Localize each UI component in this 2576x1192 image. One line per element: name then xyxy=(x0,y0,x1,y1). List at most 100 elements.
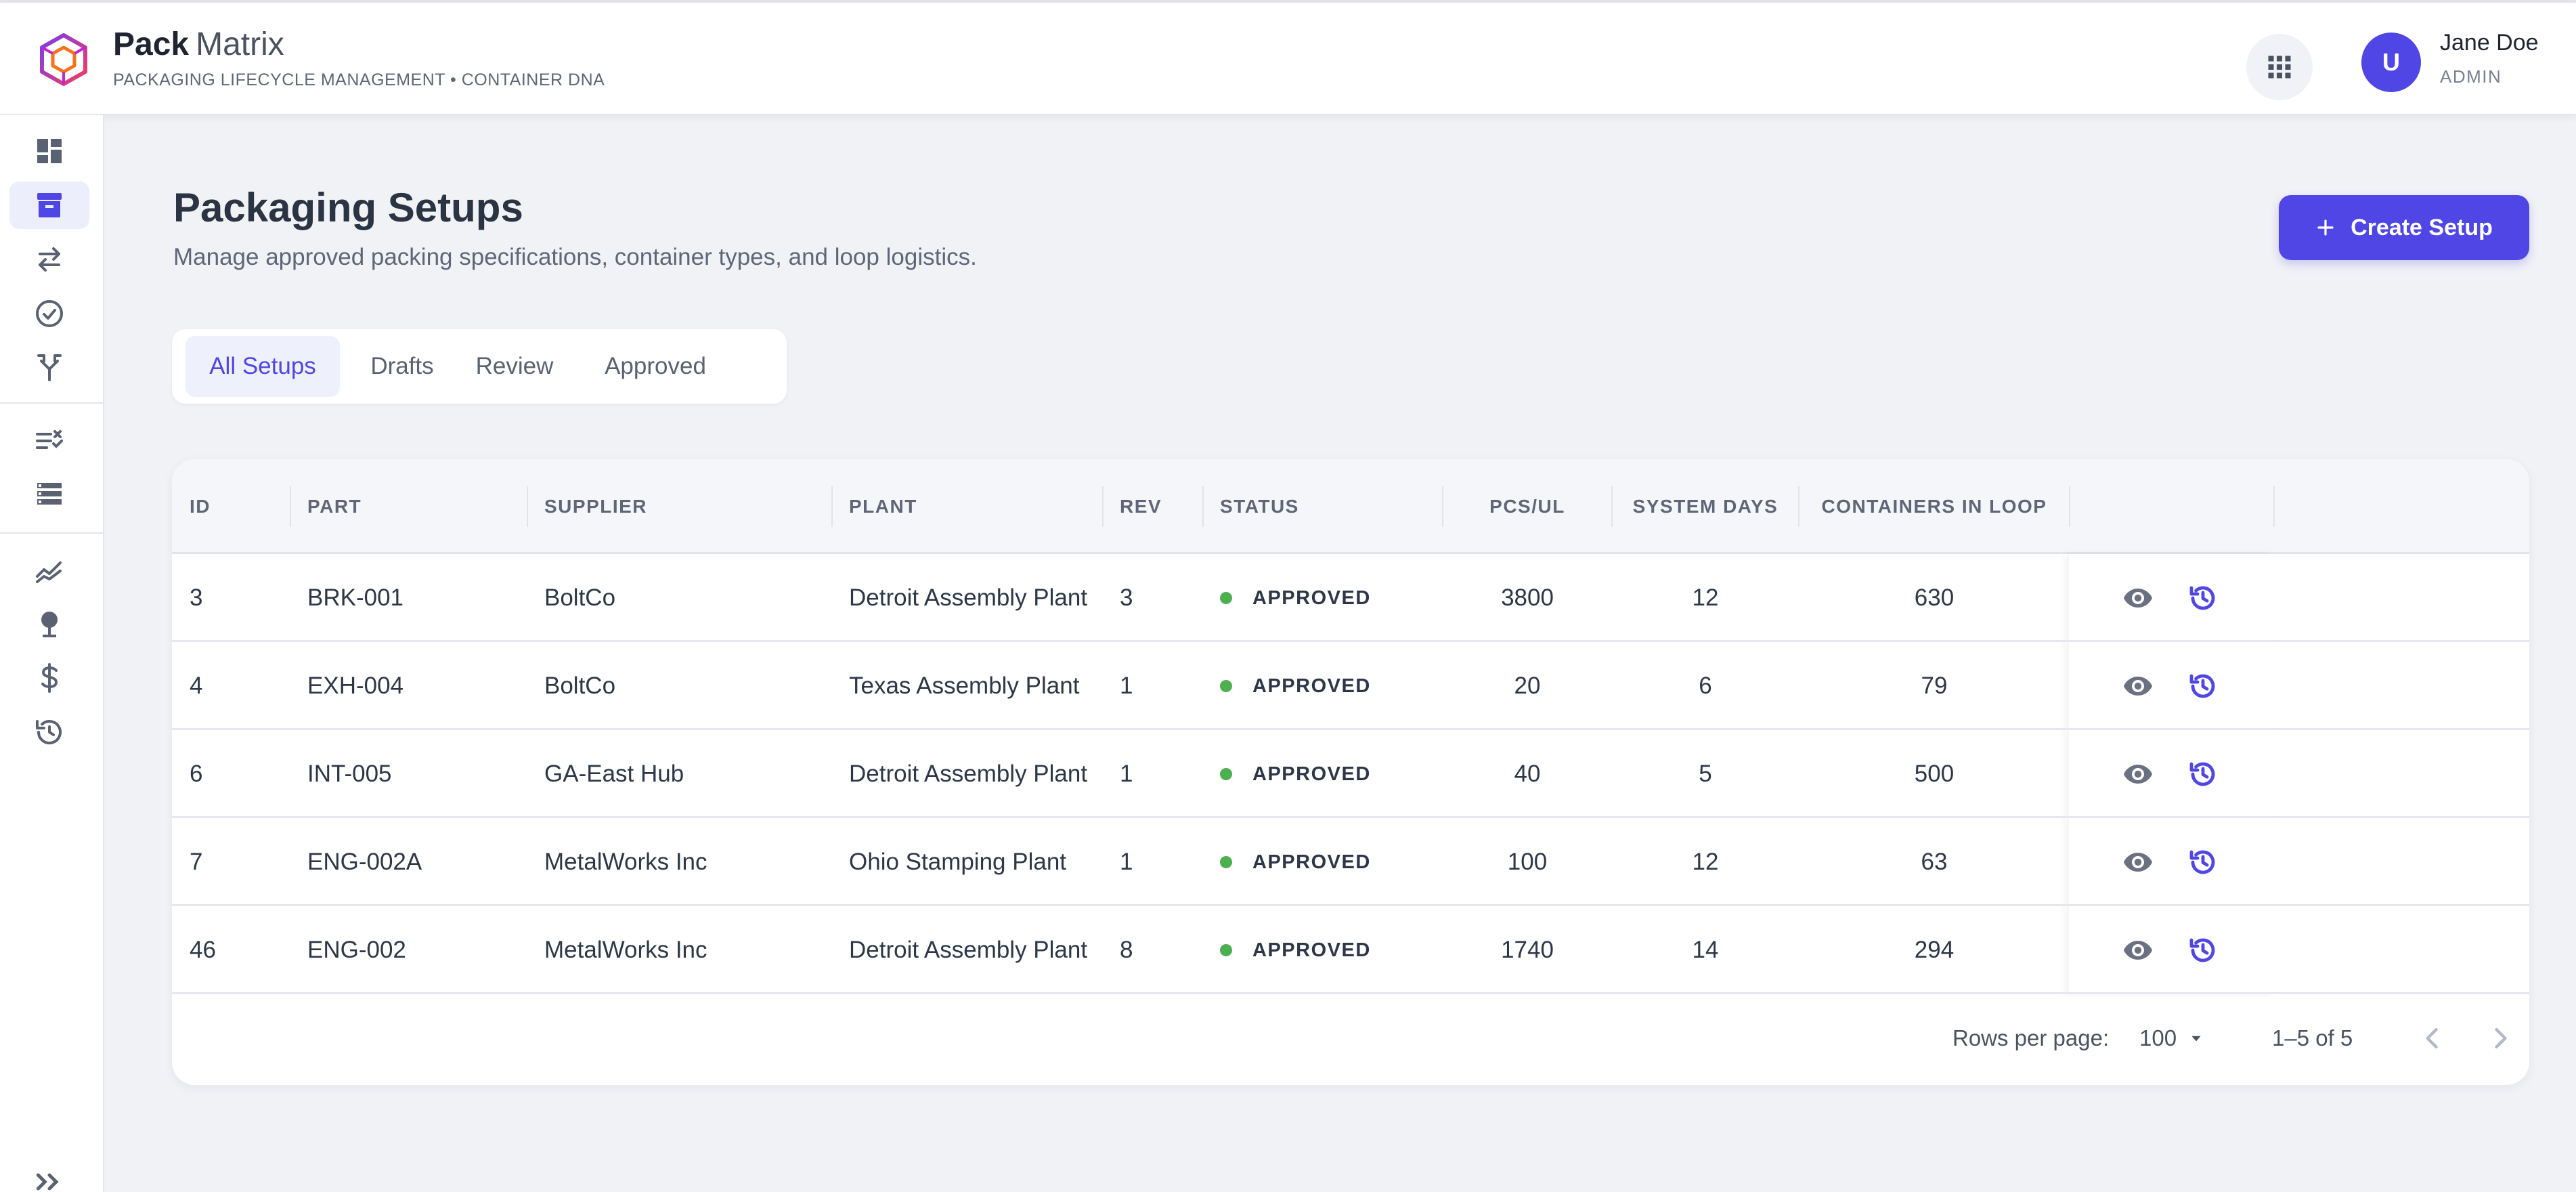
sidebar-item-checklists[interactable] xyxy=(9,416,89,463)
rows-per-page-value: 100 xyxy=(2139,1025,2177,1050)
cell-plant: Detroit Assembly Plant xyxy=(849,584,1088,611)
column-separator[interactable] xyxy=(1102,486,1104,527)
cell-containers-in-loop: 630 xyxy=(1914,584,1955,611)
column-header-id[interactable]: ID xyxy=(190,496,211,517)
table-header: ID PART SUPPLIER PLANT REV STATUS PCS/UL… xyxy=(172,459,2529,554)
sidebar-item-storage[interactable] xyxy=(9,470,89,517)
history-icon xyxy=(2189,938,2215,962)
cell-pcs-ul: 100 xyxy=(1507,849,1548,875)
cell-pcs-ul: 40 xyxy=(1514,761,1541,787)
column-separator[interactable] xyxy=(2069,486,2070,527)
previous-page-button[interactable] xyxy=(2409,1015,2456,1062)
brand-tagline: PACKAGING LIFECYCLE MANAGEMENT • CONTAIN… xyxy=(113,70,605,89)
sidebar-item-costs[interactable] xyxy=(9,654,89,702)
cell-part: INT-005 xyxy=(307,761,392,787)
column-header-containers-in-loop[interactable]: CONTAINERS IN LOOP xyxy=(1821,496,2047,517)
sidebar-item-routing[interactable] xyxy=(9,344,89,391)
cell-plant: Ohio Stamping Plant xyxy=(849,849,1067,875)
column-separator[interactable] xyxy=(527,486,528,527)
chevron-right-icon xyxy=(2495,1027,2507,1049)
table-row[interactable]: 46 ENG-002 MetalWorks Inc Detroit Assemb… xyxy=(172,906,2529,994)
dashboard-icon xyxy=(37,139,62,163)
history-button[interactable] xyxy=(2179,662,2227,710)
cell-pcs-ul: 3800 xyxy=(1501,584,1554,611)
tab-all-setups[interactable]: All Setups xyxy=(185,336,340,397)
column-separator[interactable] xyxy=(831,486,833,527)
dollar-icon xyxy=(41,663,58,693)
cell-rev: 1 xyxy=(1120,761,1133,787)
view-button[interactable] xyxy=(2114,574,2162,622)
pack-matrix-logo-icon[interactable] xyxy=(37,33,91,87)
cell-pcs-ul: 20 xyxy=(1514,673,1541,699)
sidebar-item-history[interactable] xyxy=(9,708,89,756)
create-setup-button[interactable]: Create Setup xyxy=(2279,195,2529,260)
column-header-rev[interactable]: REV xyxy=(1120,496,1162,517)
column-header-supplier[interactable]: SUPPLIER xyxy=(544,496,648,517)
page-title: Packaging Setups xyxy=(173,185,523,230)
table-row[interactable]: 4 EXH-004 BoltCo Texas Assembly Plant 1 … xyxy=(172,642,2529,730)
history-button[interactable] xyxy=(2179,926,2227,975)
cell-system-days: 6 xyxy=(1699,673,1712,699)
view-button[interactable] xyxy=(2114,750,2162,799)
tab-approved[interactable]: Approved xyxy=(605,353,706,379)
view-button[interactable] xyxy=(2114,838,2162,887)
status-badge: APPROVED xyxy=(1252,675,1371,697)
table-row[interactable]: 7 ENG-002A MetalWorks Inc Ohio Stamping … xyxy=(172,818,2529,906)
sidebar-item-transfers[interactable] xyxy=(9,236,89,283)
eye-icon xyxy=(2124,853,2152,872)
cell-id: 4 xyxy=(190,673,203,699)
rows-per-page-label: Rows per page: xyxy=(1952,1025,2110,1050)
column-header-part[interactable]: PART xyxy=(307,496,362,517)
column-separator[interactable] xyxy=(1442,486,1443,527)
history-icon xyxy=(2189,762,2215,786)
archive-box-icon xyxy=(37,193,62,217)
next-page-button[interactable] xyxy=(2476,1015,2524,1062)
eye-icon xyxy=(2124,677,2152,696)
view-button[interactable] xyxy=(2114,662,2162,710)
rows-per-page-select[interactable]: 100 xyxy=(2139,1025,2205,1051)
sidebar-item-locations[interactable] xyxy=(9,600,89,647)
tab-review[interactable]: Review xyxy=(475,353,554,379)
pagination-range: 1–5 of 5 xyxy=(2272,1025,2353,1050)
column-header-status[interactable]: STATUS xyxy=(1220,496,1299,517)
column-header-pcs-ul[interactable]: PCS/UL xyxy=(1489,496,1565,517)
cell-status: APPROVED xyxy=(1220,642,1371,730)
column-separator[interactable] xyxy=(1202,486,1204,527)
sidebar-item-dashboard[interactable] xyxy=(9,127,89,175)
cell-containers-in-loop: 79 xyxy=(1921,673,1948,699)
cell-status: APPROVED xyxy=(1220,818,1371,906)
cell-supplier: MetalWorks Inc xyxy=(544,849,707,875)
double-chevron-right-icon[interactable] xyxy=(32,1172,66,1192)
status-dot-icon xyxy=(1220,944,1232,956)
table-row[interactable]: 3 BRK-001 BoltCo Detroit Assembly Plant … xyxy=(172,554,2529,642)
table-pagination: Rows per page: 100 1–5 of 5 xyxy=(172,994,2529,1085)
history-button[interactable] xyxy=(2179,838,2227,887)
cell-rev: 8 xyxy=(1120,937,1133,963)
storage-icon xyxy=(37,483,62,505)
setups-table-card: ID PART SUPPLIER PLANT REV STATUS PCS/UL… xyxy=(172,459,2529,1085)
tab-drafts[interactable]: Drafts xyxy=(370,353,434,379)
column-separator[interactable] xyxy=(2273,486,2275,527)
history-icon xyxy=(2189,586,2215,610)
cell-plant: Detroit Assembly Plant xyxy=(849,937,1088,963)
cell-supplier: MetalWorks Inc xyxy=(544,937,707,963)
view-button[interactable] xyxy=(2114,926,2162,975)
user-name: Jane Doe xyxy=(2440,30,2539,56)
column-separator[interactable] xyxy=(1611,486,1613,527)
column-separator[interactable] xyxy=(290,486,291,527)
status-dot-icon xyxy=(1220,592,1232,604)
column-header-system-days[interactable]: SYSTEM DAYS xyxy=(1632,496,1778,517)
cell-status: APPROVED xyxy=(1220,554,1371,642)
column-header-plant[interactable]: PLANT xyxy=(849,496,917,517)
grid-apps-icon xyxy=(2268,56,2291,79)
apps-grid-button[interactable] xyxy=(2246,34,2313,100)
sidebar-divider xyxy=(0,402,104,404)
sidebar-item-approvals[interactable] xyxy=(9,290,89,337)
sidebar-item-analytics[interactable] xyxy=(9,546,89,593)
history-button[interactable] xyxy=(2179,750,2227,799)
column-separator[interactable] xyxy=(1798,486,1799,527)
history-button[interactable] xyxy=(2179,574,2227,622)
sidebar-item-packaging-setups[interactable] xyxy=(9,182,89,229)
table-row[interactable]: 6 INT-005 GA-East Hub Detroit Assembly P… xyxy=(172,730,2529,818)
user-avatar[interactable]: U xyxy=(2361,33,2421,92)
